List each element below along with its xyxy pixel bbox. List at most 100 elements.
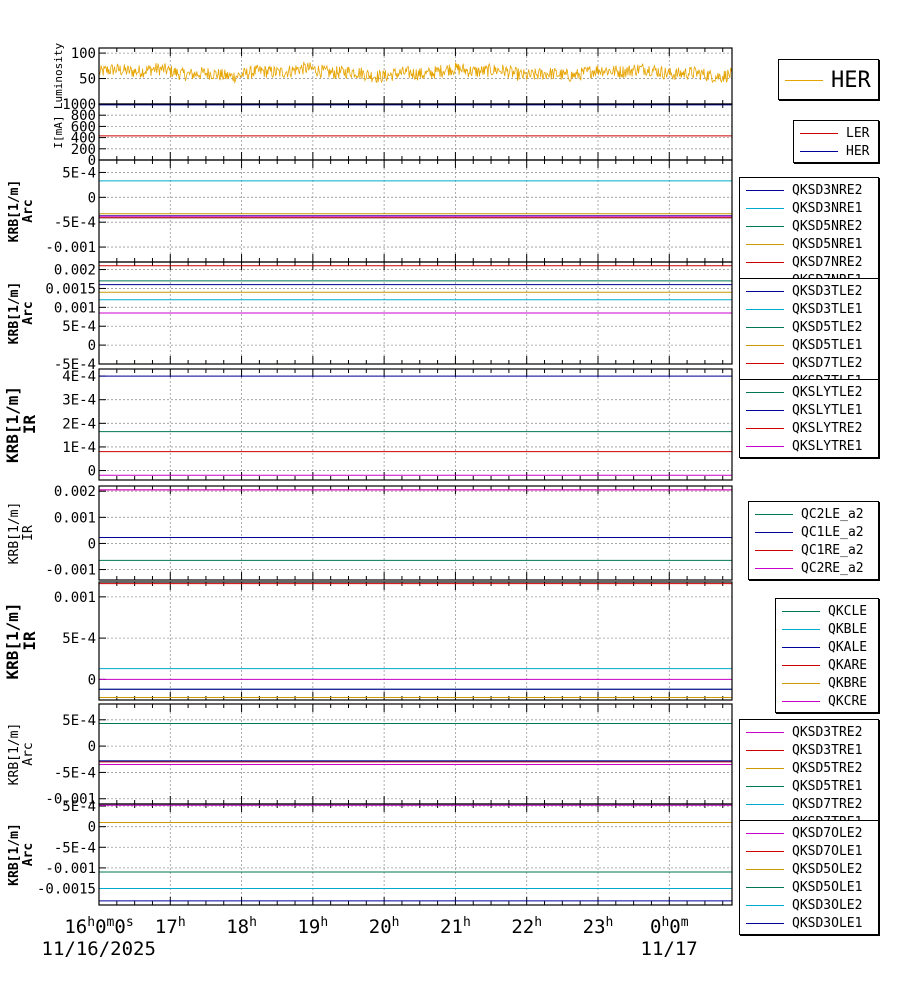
x-tick-label: 0h0m <box>650 915 689 939</box>
legend-label: LER <box>846 125 870 141</box>
legend-swatch <box>746 731 784 733</box>
legend-entry: QKSLYTLE1 <box>746 401 872 419</box>
panel-frame <box>98 485 733 581</box>
legend-label: QKSD7TLE2 <box>792 355 863 371</box>
legend-swatch <box>746 904 784 906</box>
y-tick-label: 200 <box>71 142 96 158</box>
legend-entry: QC2RE_a2 <box>755 559 872 577</box>
legend-panel-3: QKSD3NRE2 QKSD3NRE1 QKSD5NRE2 QKSD5NRE1 QKSD… <box>739 177 879 292</box>
y-axis-label: I[mA] <box>52 115 65 148</box>
y-axis-label: Luminosity <box>52 43 65 110</box>
legend-swatch <box>746 767 784 769</box>
x-tick-label: 21h <box>440 915 471 939</box>
legend-label: QKSLYTRE2 <box>792 420 863 436</box>
legend-entry: QKSD3TLE2 <box>746 282 872 300</box>
panel-6: -0.001 0 0.001 0.002 KRB[1/m] IR <box>7 484 733 581</box>
legend-label: QKSD5OLE1 <box>792 879 863 895</box>
legend-entry: QKSD5NRE2 <box>746 217 872 235</box>
y-tick-label: -5E-4 <box>54 215 96 231</box>
y-tick-label: 0.001 <box>54 590 96 606</box>
legend-swatch <box>746 391 784 393</box>
legend-swatch <box>746 832 784 834</box>
legend-label: QKSD5TRE1 <box>792 778 863 794</box>
y-tick-label: 0 <box>88 153 96 169</box>
x-tick-label: 16h0m0s <box>64 915 133 939</box>
legend-entry: QKSD3OLE1 <box>746 914 872 932</box>
y-tick-label: 0 <box>88 739 96 755</box>
panel-frame <box>98 368 733 481</box>
legend-label: QKCRE <box>828 693 868 709</box>
legend-entry: QKSLYTRE1 <box>746 437 872 455</box>
y-tick-label: 5E-4 <box>62 713 96 729</box>
legend-panel-9: QKSD7OLE2 QKSD7OLE1 QKSD5OLE2 QKSD5OLE1 QKSD… <box>739 820 879 935</box>
legend-entry: QKSD5TRE1 <box>746 777 872 795</box>
y-tick-label: -0.001 <box>45 792 96 808</box>
legend-swatch <box>746 189 784 191</box>
y-tick-label: -0.001 <box>45 563 96 579</box>
legend-label: QC2RE_a2 <box>801 560 864 576</box>
y-tick-label: 0 <box>88 464 96 480</box>
legend-label: QKARE <box>828 657 868 673</box>
y-tick-label: 400 <box>71 131 96 147</box>
legend-swatch <box>746 803 784 805</box>
legend-entry: QKSD5NRE1 <box>746 235 872 253</box>
legend-swatch <box>746 409 784 411</box>
legend-entry: QKSD5OLE2 <box>746 860 872 878</box>
panel-frame <box>98 803 733 906</box>
legend-entry: QKARE <box>782 656 872 674</box>
legend-swatch <box>800 132 838 134</box>
y-axis-label: KRB[1/m] <box>3 602 22 679</box>
legend-label: QKSD5OLE2 <box>792 861 863 877</box>
legend-entry: QKSD3NRE1 <box>746 199 872 217</box>
legend-label: QKSD5TRE2 <box>792 760 863 776</box>
panel-7: 0 5E-4 0.001 KRB[1/m]IR <box>3 581 733 701</box>
legend-entry: HER <box>800 142 872 160</box>
legend-swatch <box>746 427 784 429</box>
y-axis-label: KRB[1/m] <box>7 180 22 243</box>
legend-swatch <box>746 362 784 364</box>
legend-entry: QKSD3OLE2 <box>746 896 872 914</box>
legend-panel-1: HER <box>778 59 879 100</box>
y-tick-label: 1E-4 <box>62 440 96 456</box>
panel-8: -0.001 -5E-4 0 5E-4 KRB[1/m] Arc <box>7 703 733 808</box>
legend-swatch <box>782 682 820 684</box>
panel-3: -0.001 -5E-4 0 5E-4 KRB[1/m] Arc <box>7 159 733 263</box>
y-tick-label: 5E-4 <box>62 799 96 815</box>
legend-label: QKSD3NRE1 <box>792 200 863 216</box>
legend-entry: QKSD3NRE2 <box>746 181 872 199</box>
legend-label: HER <box>831 67 871 93</box>
y-axis-label: KRB[1/m] <box>7 282 22 345</box>
legend-swatch <box>746 785 784 787</box>
legend-entry: QKSD3TRE1 <box>746 741 872 759</box>
y-tick-label: 5E-4 <box>62 631 96 647</box>
legend-label: QKSD3OLE1 <box>792 915 863 931</box>
y-tick-label: 0 <box>88 820 96 836</box>
y-tick-label: 0.0015 <box>45 281 96 297</box>
panel-frame <box>98 581 733 701</box>
legend-panel-5: QKSLYTLE2 QKSLYTLE1 QKSLYTRE2 QKSLYTRE1 <box>739 379 879 458</box>
legend-label: QKSLYTRE1 <box>792 438 863 454</box>
legend-label: QKALE <box>828 639 868 655</box>
y-axis-label: IR <box>20 631 39 651</box>
legend-entry: QC1LE_a2 <box>755 523 872 541</box>
legend-swatch <box>746 922 784 924</box>
legend-label: QKSD3TLE2 <box>792 283 863 299</box>
legend-entry: QKCRE <box>782 692 872 710</box>
legend-swatch <box>755 513 793 515</box>
legend-entry: QKSD7NRE2 <box>746 253 872 271</box>
y-tick-label: 0.002 <box>54 263 96 279</box>
legend-swatch <box>746 290 784 292</box>
y-tick-label: 3E-4 <box>62 393 96 409</box>
y-axis-label: KRB[1/m] <box>7 823 22 886</box>
legend-entry: QKSD3TRE2 <box>746 723 872 741</box>
legend-label: HER <box>846 143 870 159</box>
y-tick-label: -0.001 <box>45 240 96 256</box>
y-axis-label: Arc <box>21 843 36 866</box>
legend-entry: QKSLYTLE2 <box>746 383 872 401</box>
x-tick-label: 19h <box>297 915 328 939</box>
y-tick-label: 0 <box>88 672 96 688</box>
legend-swatch <box>746 868 784 870</box>
